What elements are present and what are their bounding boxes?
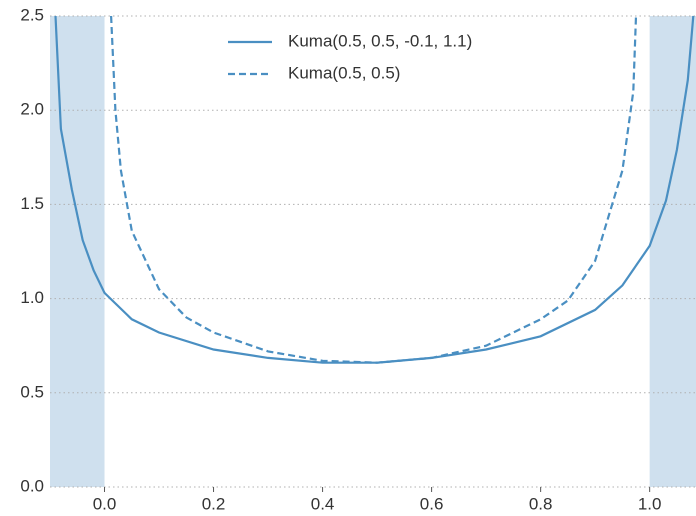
x-tick-label: 0.4: [311, 494, 335, 513]
x-tick-label: 0.8: [529, 494, 553, 513]
y-tick-label: 0.5: [20, 382, 44, 401]
shaded-region: [649, 16, 696, 487]
x-tick-label: 0.6: [420, 494, 444, 513]
y-tick-label: 1.5: [20, 194, 44, 213]
line: [110, 15, 638, 364]
x-tick-label: 1.0: [638, 494, 662, 513]
legend-label: Kuma(0.5, 0.5, -0.1, 1.1): [288, 31, 472, 50]
y-tick-label: 1.0: [20, 288, 44, 307]
y-tick-label: 0.0: [20, 476, 44, 495]
x-tick-label: 0.0: [93, 494, 117, 513]
x-tick-label: 0.2: [202, 494, 226, 513]
y-tick-label: 2.0: [20, 100, 44, 119]
legend-label: Kuma(0.5, 0.5): [288, 63, 400, 82]
y-tick-label: 2.5: [20, 5, 44, 24]
line: [54, 15, 695, 364]
